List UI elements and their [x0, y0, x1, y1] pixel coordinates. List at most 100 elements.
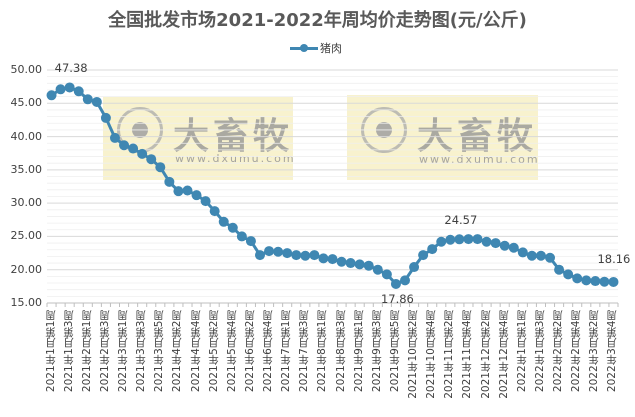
data-point[interactable]: [100, 112, 111, 123]
data-point[interactable]: [526, 250, 537, 261]
data-point[interactable]: [64, 82, 75, 93]
data-point[interactable]: [427, 244, 438, 255]
data-point[interactable]: [191, 190, 202, 201]
data-point[interactable]: [481, 236, 492, 247]
data-point[interactable]: [517, 247, 528, 258]
x-tick-label: 2021年5月第2周: [207, 310, 220, 393]
data-point[interactable]: [291, 250, 302, 261]
data-point[interactable]: [336, 256, 347, 267]
data-point[interactable]: [472, 234, 483, 245]
x-tick-label: 2021年3月第3周: [135, 310, 148, 393]
x-tick-label: 2021年8月第3周: [334, 310, 347, 393]
x-tick-label: 2022年3月第4周: [606, 310, 619, 393]
data-point[interactable]: [182, 185, 193, 196]
y-tick-label: 15.00: [10, 296, 43, 309]
y-tick-label: 25.00: [10, 229, 43, 243]
data-point[interactable]: [608, 276, 619, 287]
data-point[interactable]: [254, 250, 265, 261]
data-point[interactable]: [445, 234, 456, 245]
y-tick-label: 40.00: [10, 129, 43, 143]
x-tick-label: 2021年9月第5周: [388, 310, 401, 393]
data-point[interactable]: [590, 276, 601, 287]
legend-line-marker-icon: [290, 43, 318, 52]
data-point[interactable]: [164, 176, 175, 187]
data-point[interactable]: [55, 84, 66, 95]
x-tick-label: 2021年9月第1周: [352, 310, 365, 393]
x-tick-label: 2021年10月第2周: [407, 310, 420, 399]
x-tick-label: 2021年1月第1周: [44, 310, 57, 393]
watermark-url: www.dxumu.com: [175, 152, 296, 165]
data-point[interactable]: [309, 250, 320, 261]
data-point[interactable]: [436, 236, 447, 247]
chart-title: 全国批发市场2021-2022年周均价走势图(元/公斤): [108, 10, 527, 31]
data-point[interactable]: [418, 250, 429, 261]
data-point[interactable]: [490, 238, 501, 249]
x-tick-label: 2021年6月第4周: [262, 310, 275, 393]
data-label: 47.38: [54, 61, 88, 76]
data-point[interactable]: [173, 186, 184, 197]
x-tick-label: 2021年2月第1周: [80, 310, 93, 393]
data-point[interactable]: [227, 222, 238, 233]
data-point[interactable]: [82, 94, 93, 105]
data-point[interactable]: [91, 96, 102, 107]
data-label: 17.86: [380, 291, 414, 306]
data-point[interactable]: [155, 162, 166, 173]
data-point[interactable]: [128, 143, 139, 154]
data-point[interactable]: [499, 240, 510, 251]
data-point[interactable]: [390, 278, 401, 289]
data-point[interactable]: [581, 275, 592, 286]
data-point[interactable]: [454, 234, 465, 245]
data-point[interactable]: [146, 154, 157, 165]
data-point[interactable]: [300, 250, 311, 261]
data-point[interactable]: [554, 264, 565, 275]
x-tick-label: 2021年8月第1周: [316, 310, 329, 393]
data-point[interactable]: [599, 276, 610, 287]
x-tick-label: 2022年3月第2周: [588, 310, 601, 393]
x-tick-label: 2021年9月第3周: [370, 310, 383, 393]
data-point[interactable]: [400, 275, 411, 286]
data-point[interactable]: [535, 250, 546, 261]
data-point[interactable]: [73, 86, 84, 97]
x-tick-label: 2021年7月第3周: [298, 310, 311, 393]
data-point[interactable]: [318, 253, 329, 264]
data-point[interactable]: [563, 269, 574, 280]
data-point[interactable]: [236, 231, 247, 242]
x-tick-label: 2021年3月第1周: [117, 310, 130, 393]
data-point[interactable]: [218, 216, 229, 227]
x-tick-label: 2021年11月第4周: [461, 310, 474, 399]
data-point[interactable]: [345, 258, 356, 269]
legend-label: 猪肉: [320, 42, 342, 55]
data-point[interactable]: [363, 260, 374, 271]
data-label: 18.16: [597, 251, 631, 266]
x-tick-label: 2022年1月第1周: [515, 310, 528, 393]
data-point[interactable]: [200, 196, 211, 207]
data-point[interactable]: [372, 264, 383, 275]
data-point[interactable]: [137, 148, 148, 159]
x-tick-label: 2021年5月第4周: [225, 310, 238, 393]
data-point[interactable]: [327, 254, 338, 265]
data-point[interactable]: [282, 248, 293, 259]
data-point[interactable]: [409, 262, 420, 273]
data-point[interactable]: [508, 242, 519, 253]
y-tick-label: 50.00: [10, 63, 43, 76]
data-point[interactable]: [273, 246, 284, 257]
data-point[interactable]: [46, 90, 57, 101]
y-tick-label: 35.00: [10, 162, 43, 176]
y-tick-label: 20.00: [10, 262, 43, 276]
data-point[interactable]: [264, 246, 275, 257]
x-tick-label: 2022年2月第4周: [570, 310, 583, 393]
x-tick-label: 2021年12月第2周: [479, 310, 492, 399]
data-point[interactable]: [109, 132, 120, 143]
y-tick-label: 30.00: [10, 196, 43, 210]
data-point[interactable]: [209, 206, 220, 217]
x-tick-label: 2021年6月第2周: [243, 310, 256, 393]
data-point[interactable]: [545, 252, 556, 263]
data-point[interactable]: [463, 234, 474, 245]
data-point[interactable]: [381, 269, 392, 280]
data-point[interactable]: [245, 236, 256, 247]
data-point[interactable]: [572, 273, 583, 284]
data-point[interactable]: [119, 140, 130, 151]
data-point[interactable]: [354, 259, 365, 270]
x-tick-label: 2021年12月第4周: [497, 310, 510, 399]
data-label: 24.57: [444, 213, 478, 228]
